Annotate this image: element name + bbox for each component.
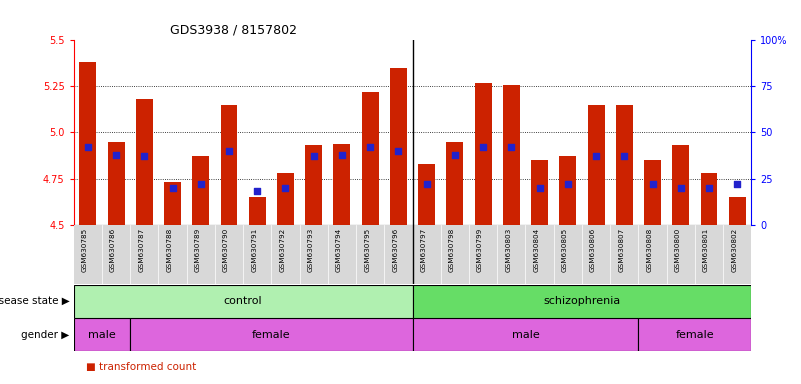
Bar	[136, 99, 153, 225]
Bar	[672, 146, 689, 225]
Point	[646, 181, 659, 187]
Text: GSM630786: GSM630786	[110, 228, 116, 272]
Bar	[475, 83, 492, 225]
Text: gender ▶: gender ▶	[22, 329, 70, 340]
Bar	[644, 160, 661, 225]
Text: GSM630797: GSM630797	[421, 228, 427, 272]
Text: disease state ▶: disease state ▶	[0, 296, 70, 306]
Text: GSM630790: GSM630790	[223, 228, 229, 272]
Point	[618, 153, 630, 159]
Text: schizophrenia: schizophrenia	[543, 296, 621, 306]
Text: GSM630808: GSM630808	[646, 228, 653, 272]
Text: GSM630805: GSM630805	[562, 228, 568, 272]
Text: GSM630806: GSM630806	[590, 228, 596, 272]
Point	[110, 152, 123, 158]
Text: GSM630794: GSM630794	[336, 228, 342, 272]
Text: GSM630802: GSM630802	[731, 228, 737, 272]
Point	[82, 144, 95, 150]
Bar	[418, 164, 435, 225]
Point	[421, 181, 433, 187]
Point	[223, 148, 235, 154]
Text: GSM630788: GSM630788	[167, 228, 172, 272]
Point	[392, 148, 405, 154]
Point	[251, 189, 264, 195]
Text: GSM630791: GSM630791	[252, 228, 257, 272]
Bar	[729, 197, 746, 225]
Text: GSM630793: GSM630793	[308, 228, 314, 272]
Point	[533, 185, 546, 191]
Text: GDS3938 / 8157802: GDS3938 / 8157802	[170, 23, 297, 36]
Point	[505, 144, 517, 150]
Text: GSM630798: GSM630798	[449, 228, 455, 272]
Bar	[192, 156, 209, 225]
Point	[477, 144, 489, 150]
Bar	[588, 105, 605, 225]
Text: GSM630785: GSM630785	[82, 228, 88, 272]
Bar	[305, 146, 322, 225]
Text: ■ transformed count: ■ transformed count	[86, 362, 196, 372]
Text: GSM630792: GSM630792	[280, 228, 285, 272]
Text: GSM630804: GSM630804	[533, 228, 540, 272]
Bar	[413, 318, 638, 351]
Text: GSM630800: GSM630800	[674, 228, 681, 272]
Bar	[107, 142, 124, 225]
Bar	[701, 173, 718, 225]
Bar	[446, 142, 463, 225]
Text: GSM630801: GSM630801	[703, 228, 709, 272]
Point	[702, 185, 715, 191]
Text: GSM630787: GSM630787	[139, 228, 144, 272]
Point	[449, 152, 461, 158]
Point	[166, 185, 179, 191]
Bar	[503, 84, 520, 225]
Text: male: male	[512, 329, 539, 340]
Bar	[390, 68, 407, 225]
Bar	[74, 285, 413, 318]
Bar	[333, 144, 350, 225]
Bar	[130, 318, 413, 351]
Text: GSM630803: GSM630803	[505, 228, 511, 272]
Point	[195, 181, 207, 187]
Point	[562, 181, 574, 187]
Point	[731, 181, 743, 187]
Bar	[362, 92, 379, 225]
Text: GSM630789: GSM630789	[195, 228, 201, 272]
Point	[279, 185, 292, 191]
Bar	[277, 173, 294, 225]
Point	[674, 185, 687, 191]
Text: female: female	[675, 329, 714, 340]
Point	[336, 152, 348, 158]
Bar	[616, 105, 633, 225]
Point	[590, 153, 602, 159]
Bar	[559, 156, 576, 225]
Bar	[638, 318, 751, 351]
Text: GSM630807: GSM630807	[618, 228, 624, 272]
Point	[364, 144, 376, 150]
Bar	[79, 63, 96, 225]
Point	[138, 153, 151, 159]
Bar	[531, 160, 548, 225]
Bar	[249, 197, 266, 225]
Text: control: control	[223, 296, 263, 306]
Text: female: female	[252, 329, 291, 340]
Text: GSM630799: GSM630799	[477, 228, 483, 272]
Text: GSM630796: GSM630796	[392, 228, 398, 272]
Text: male: male	[88, 329, 116, 340]
Point	[308, 153, 320, 159]
Bar	[220, 105, 237, 225]
Bar	[413, 285, 751, 318]
Bar	[164, 182, 181, 225]
Bar	[74, 318, 130, 351]
Text: GSM630795: GSM630795	[364, 228, 370, 272]
